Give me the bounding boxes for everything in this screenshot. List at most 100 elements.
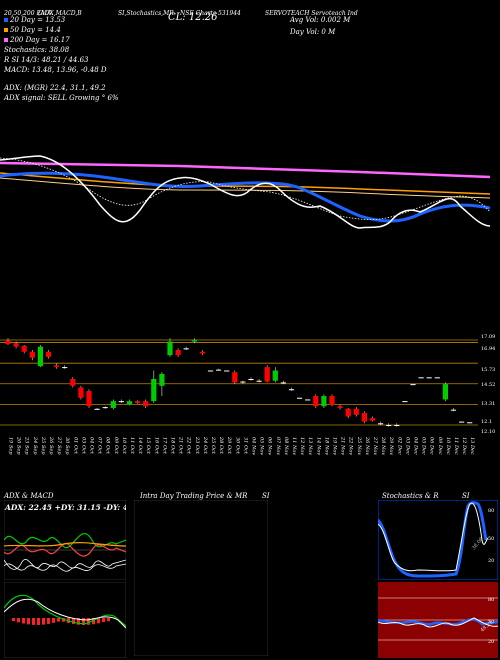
adx-line [4,542,126,547]
candle-body [329,396,335,405]
adx-white-line [4,559,126,570]
rsi-tick-20: 20 [488,639,494,645]
date-label: 24 Sep [32,436,38,455]
macd-hist-bar [97,618,100,624]
date-label: 27 Sep [56,436,62,455]
date-label: 05 Nov [259,437,265,455]
price-tick-label: 13.31 [481,401,495,407]
date-label: 11 Nov [291,437,297,455]
candle-body [29,351,35,358]
date-label: 19 Nov [332,437,338,455]
date-label: 30 Oct [234,437,240,455]
macd-hist-bar [37,618,40,625]
candle-body [450,409,457,411]
date-label: 07 Oct [97,437,103,455]
minus-dy-line [4,543,126,557]
date-label: 13 Dec [469,437,475,455]
candle-body [418,377,424,379]
date-label: 21 Oct [178,436,184,455]
candle-body [386,425,392,426]
price-tick-label: 15.73 [481,367,495,373]
ema200-readout: 200 Day = 16.17 [4,36,119,44]
date-label: 12 Nov [299,437,305,455]
date-label: 28 Nov [380,436,386,455]
candle-body [37,346,43,367]
stoch-panel: 38.08 80 50 20 [378,500,498,580]
price-tick-label: 12.1 [481,419,492,425]
date-label: 25 Oct [210,436,216,455]
candle-body [248,379,254,381]
date-label: 04 Dec [413,437,419,455]
price-levels [0,339,478,426]
macd-hist-bar [47,618,50,624]
candle-body [191,339,197,342]
candle-body [305,399,311,401]
stoch-blue-line [378,501,488,578]
date-label: 16 Oct [153,437,159,455]
candle-body [143,401,149,407]
rsi-tick-80: 80 [488,597,494,603]
macd-readout: MACD: 13.48, 13.96, -0.48 D [4,66,107,74]
stoch-panel-title: Stochastics & R [382,492,439,500]
ema20-swatch [4,18,8,22]
candle-body [110,401,116,408]
price-tick-label: 17.09 [481,334,495,340]
candle-body [54,365,60,368]
date-label: 11 Dec [453,437,459,455]
date-label: 03 Oct [80,437,86,455]
candle-body [272,370,278,381]
date-label: 02 Dec [396,437,402,455]
date-label: 03 Dec [404,437,410,455]
candle-body [240,381,246,383]
date-label: 22 Nov [348,436,354,455]
candle-body [467,422,473,424]
date-label: 06 Nov [267,437,273,455]
date-label: 20 Sep [16,436,22,455]
date-label: 25 Sep [40,436,46,455]
ema50-readout: 50 Day = 14.4 [4,26,119,34]
macd-line [4,594,126,627]
ema-readouts: 20 Day = 13.53 50 Day = 14.4 200 Day = 1… [4,16,119,102]
date-label: 27 Nov [372,436,378,455]
macd-hist-bar [107,618,110,622]
date-label: 10 Oct [121,437,127,455]
macd-hist-bar [17,618,20,623]
candles [5,338,473,427]
candle-body [378,423,384,425]
date-label: 21 Nov [340,436,346,455]
candle-body [297,397,303,399]
price-line-white [0,155,491,229]
date-label: 18 Oct [170,437,176,455]
rsi-tick-50: 50 [488,619,494,625]
rsi-white-line [378,617,498,628]
intraday-panel-title: Intra Day Trading Price & MR [140,492,248,500]
macd-panel [4,582,126,658]
adx-white-line-2 [4,563,126,572]
indicators-header: (ADX,MACD,B [38,10,82,17]
macd-hist-bar [87,618,90,625]
date-label: 05 Dec [421,437,427,455]
candle-body [13,343,19,347]
macd-histogram [12,618,110,625]
candle-body [459,421,465,423]
date-label: 29 Oct [226,436,232,455]
stoch-readout: Stochastics: 38.08 [4,46,70,54]
macd-hist-bar [12,618,15,621]
price-tick-label: 16.94 [481,346,495,352]
day-volume: Day Vol: 0 M [290,28,336,36]
date-label: 23 Oct [194,436,200,455]
date-label: 22 Oct [186,436,192,455]
stoch-header: SI,Stochastics,MR [118,10,174,17]
macd-hist-bar [22,618,25,624]
macd-hist-bar [27,618,30,625]
date-label: 12 Dec [461,437,467,455]
price-axis-labels: 17.09 16.94 15.73 14.52 13.31 12.1 12.10 [481,334,495,435]
candle-body [410,384,416,386]
candle-body [288,389,295,391]
date-label: 19 Sep [8,437,14,455]
candle-body [216,369,222,371]
candle-body [118,401,124,403]
stoch-si: SI [462,492,470,500]
ema50-line-2 [0,177,491,199]
candle-body [183,348,189,350]
